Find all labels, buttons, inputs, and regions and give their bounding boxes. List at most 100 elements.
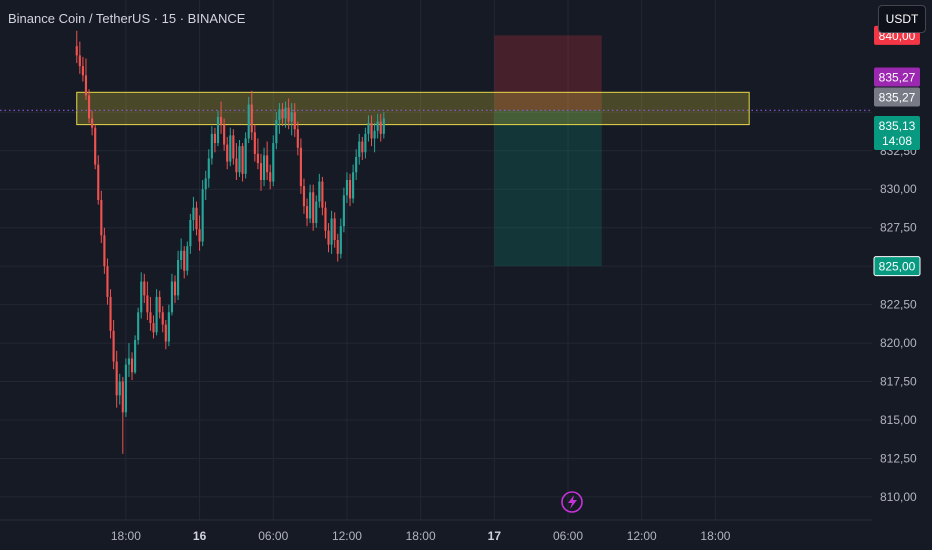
candle-body bbox=[305, 206, 309, 219]
candle bbox=[262, 147, 266, 187]
candle-body bbox=[183, 250, 186, 271]
candle bbox=[364, 127, 367, 159]
y-tick-label: 817,50 bbox=[880, 375, 917, 389]
take-profit-zone bbox=[494, 110, 602, 267]
candle-body bbox=[259, 163, 263, 180]
candle bbox=[158, 290, 161, 319]
candle bbox=[376, 113, 379, 139]
candle bbox=[121, 376, 124, 454]
price-tag-box bbox=[874, 87, 920, 107]
candle-body bbox=[112, 330, 115, 362]
candle-body bbox=[367, 123, 370, 134]
candle-body bbox=[232, 135, 235, 159]
price-tag: 835,27 bbox=[874, 67, 920, 87]
candle bbox=[180, 238, 183, 270]
candle bbox=[161, 306, 164, 333]
candle-body bbox=[250, 104, 253, 133]
candle bbox=[309, 184, 312, 224]
candle bbox=[152, 315, 155, 339]
candle-body bbox=[269, 172, 272, 182]
candle bbox=[269, 164, 272, 190]
candle bbox=[253, 124, 256, 162]
candle bbox=[91, 110, 94, 136]
price-tag-box bbox=[873, 256, 921, 277]
candle-body bbox=[299, 147, 302, 187]
price-tag-label: 835,27 bbox=[879, 71, 916, 85]
candle bbox=[103, 227, 106, 274]
candle-body bbox=[296, 129, 299, 148]
candle bbox=[84, 58, 88, 100]
candle-body bbox=[81, 66, 84, 76]
candle-body bbox=[97, 164, 100, 200]
candle bbox=[259, 153, 263, 191]
candle-body bbox=[336, 240, 339, 254]
candle-body bbox=[348, 180, 352, 199]
candle-body bbox=[382, 118, 385, 134]
candle bbox=[94, 124, 97, 170]
candle-body bbox=[152, 323, 155, 333]
candle bbox=[318, 173, 321, 208]
candle bbox=[250, 90, 253, 140]
candle bbox=[330, 210, 333, 254]
lightning-icon-bolt bbox=[568, 495, 577, 509]
x-tick-label: 18:00 bbox=[700, 529, 730, 543]
candle-body bbox=[146, 295, 149, 313]
candle bbox=[352, 164, 355, 204]
y-tick-label: 827,50 bbox=[880, 221, 917, 235]
candle bbox=[112, 320, 115, 370]
chart-title: Binance Coin / TetherUS · 15 · BINANCE bbox=[8, 11, 246, 26]
candle-body bbox=[247, 104, 250, 139]
candle-body bbox=[177, 260, 180, 296]
x-tick-label: 16 bbox=[193, 529, 207, 543]
candle bbox=[173, 275, 177, 304]
x-tick-label: 17 bbox=[488, 529, 502, 543]
candle-body bbox=[361, 141, 364, 153]
candle bbox=[192, 196, 195, 231]
candle bbox=[130, 352, 134, 380]
candle bbox=[287, 98, 290, 130]
candle-body bbox=[213, 133, 217, 144]
candle bbox=[321, 176, 324, 216]
candle-body bbox=[161, 312, 164, 325]
candle bbox=[115, 350, 118, 408]
candle-body bbox=[364, 133, 367, 153]
currency-button[interactable]: USDT bbox=[878, 5, 926, 33]
candle-body bbox=[78, 55, 81, 67]
candle bbox=[140, 272, 143, 319]
candle-body bbox=[216, 116, 220, 144]
candle bbox=[342, 187, 345, 233]
x-tick-label: 06:00 bbox=[553, 529, 583, 543]
candle bbox=[339, 218, 342, 259]
candle bbox=[146, 281, 149, 320]
candle bbox=[382, 112, 385, 139]
candle-body bbox=[309, 192, 312, 219]
candle bbox=[155, 289, 158, 336]
candle bbox=[367, 115, 370, 142]
candle bbox=[244, 132, 247, 179]
candle bbox=[75, 30, 78, 64]
lightning-icon[interactable] bbox=[561, 491, 583, 513]
candle-body bbox=[370, 123, 373, 139]
candle-body bbox=[312, 192, 315, 224]
candle bbox=[272, 135, 275, 187]
candle-body bbox=[373, 130, 376, 139]
candle-body bbox=[130, 358, 134, 373]
candle-body bbox=[238, 146, 241, 173]
x-tick-label: 12:00 bbox=[332, 529, 362, 543]
candle-body bbox=[115, 361, 118, 396]
candle bbox=[370, 115, 373, 147]
candle-body bbox=[143, 281, 146, 296]
candle bbox=[290, 103, 293, 136]
candle-body bbox=[121, 381, 124, 413]
candle-body bbox=[207, 158, 210, 179]
candle bbox=[78, 41, 81, 74]
candle-body bbox=[204, 178, 207, 190]
candle-body bbox=[87, 95, 91, 119]
price-tag-label: 825,00 bbox=[879, 260, 916, 274]
candle-body bbox=[327, 230, 330, 245]
candle bbox=[149, 296, 152, 331]
candle bbox=[305, 198, 309, 227]
candle bbox=[204, 170, 207, 200]
